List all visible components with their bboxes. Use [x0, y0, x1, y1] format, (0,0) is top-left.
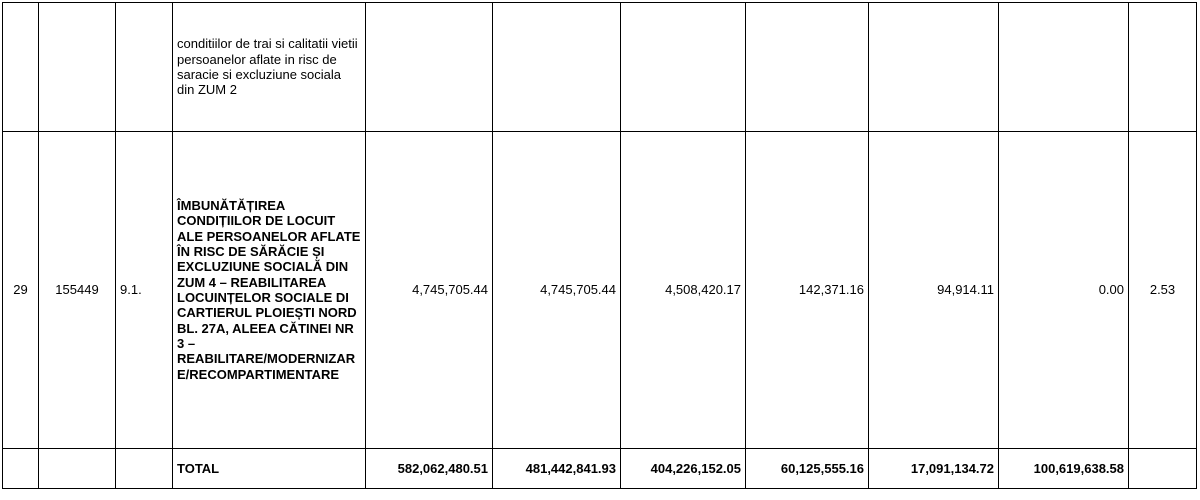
- total-amount-cell: 60,125,555.16: [745, 448, 869, 489]
- description-cell: ÎMBUNĂTĂȚIREA CONDIȚIILOR DE LOCUIT ALE …: [172, 131, 366, 449]
- project-code-cell: [38, 2, 116, 132]
- amount-cell: [365, 2, 493, 132]
- total-label-cell: TOTAL: [172, 448, 366, 489]
- row-number-cell: [2, 448, 39, 489]
- amount-cell: 142,371.16: [745, 131, 869, 449]
- total-amount-cell: 582,062,480.51: [365, 448, 493, 489]
- total-amount-cell: 481,442,841.93: [492, 448, 621, 489]
- amount-cell: [868, 2, 999, 132]
- table-row-project: 29 155449 9.1. ÎMBUNĂTĂȚIREA CONDIȚIILOR…: [2, 131, 1197, 449]
- amount-cell: 4,745,705.44: [365, 131, 493, 449]
- section-cell: 9.1.: [115, 131, 173, 449]
- total-amount-cell: 404,226,152.05: [620, 448, 746, 489]
- table-row-total: TOTAL 582,062,480.51 481,442,841.93 404,…: [2, 448, 1197, 489]
- amount-cell: [998, 2, 1129, 132]
- amount-cell: [492, 2, 621, 132]
- project-code-cell: 155449: [38, 131, 116, 449]
- total-amount-cell: 17,091,134.72: [868, 448, 999, 489]
- project-code-cell: [38, 448, 116, 489]
- percent-cell: [1128, 448, 1197, 489]
- row-number-cell: [2, 2, 39, 132]
- percent-cell: [1128, 2, 1197, 132]
- total-amount-cell: 100,619,638.58: [998, 448, 1129, 489]
- percent-cell: 2.53: [1128, 131, 1197, 449]
- section-cell: [115, 448, 173, 489]
- projects-table: conditiilor de trai si calitatii vietii …: [2, 2, 1197, 489]
- table-row-continuation: conditiilor de trai si calitatii vietii …: [2, 2, 1197, 132]
- section-cell: [115, 2, 173, 132]
- amount-cell: 0.00: [998, 131, 1129, 449]
- row-number-cell: 29: [2, 131, 39, 449]
- amount-cell: 4,745,705.44: [492, 131, 621, 449]
- amount-cell: [620, 2, 746, 132]
- description-cell: conditiilor de trai si calitatii vietii …: [172, 2, 366, 132]
- amount-cell: 4,508,420.17: [620, 131, 746, 449]
- amount-cell: 94,914.11: [868, 131, 999, 449]
- amount-cell: [745, 2, 869, 132]
